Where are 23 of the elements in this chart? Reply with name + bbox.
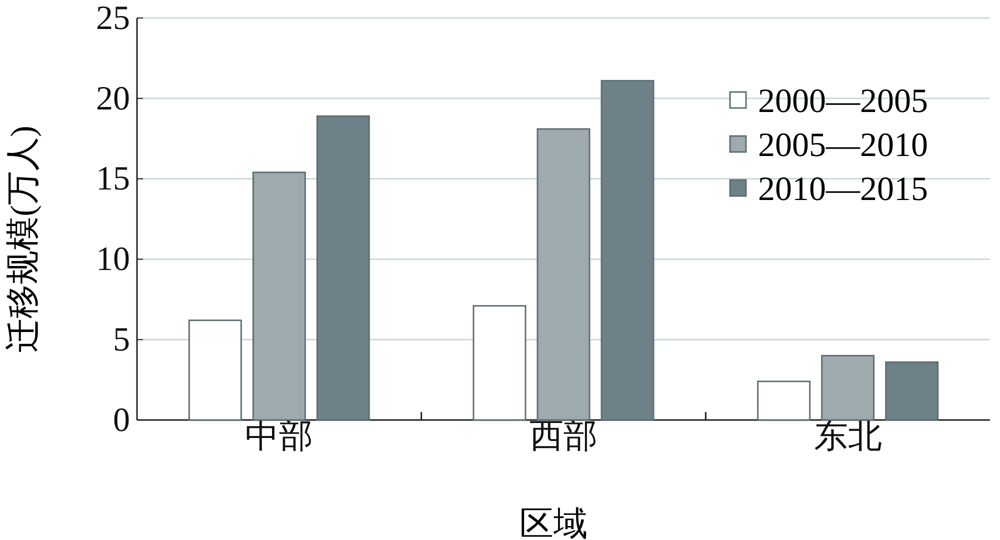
legend-label: 2010—2015 <box>758 171 928 208</box>
legend-label: 2005—2010 <box>758 127 928 164</box>
y-tick-label: 5 <box>113 321 130 358</box>
x-tick-label: 中部 <box>245 418 314 455</box>
x-tick-label: 东北 <box>814 418 882 455</box>
y-tick-label: 15 <box>96 160 130 198</box>
x-axis-title: 区域 <box>520 506 588 540</box>
bar <box>821 354 875 421</box>
bar <box>885 361 939 421</box>
bar <box>252 172 306 421</box>
legend-label: 2000—2005 <box>758 83 928 120</box>
y-axis-title: 迁移规模(万人) <box>5 126 42 352</box>
bar <box>600 80 654 421</box>
bar <box>188 320 242 421</box>
bar <box>536 128 590 421</box>
y-tick-label: 20 <box>96 80 130 118</box>
bar <box>316 115 370 421</box>
y-tick-label: 0 <box>113 402 130 439</box>
bar <box>757 380 811 421</box>
y-tick-label: 10 <box>96 241 130 278</box>
y-tick-label: 25 <box>96 0 130 37</box>
bar <box>472 305 526 421</box>
x-tick-label: 西部 <box>530 418 598 455</box>
